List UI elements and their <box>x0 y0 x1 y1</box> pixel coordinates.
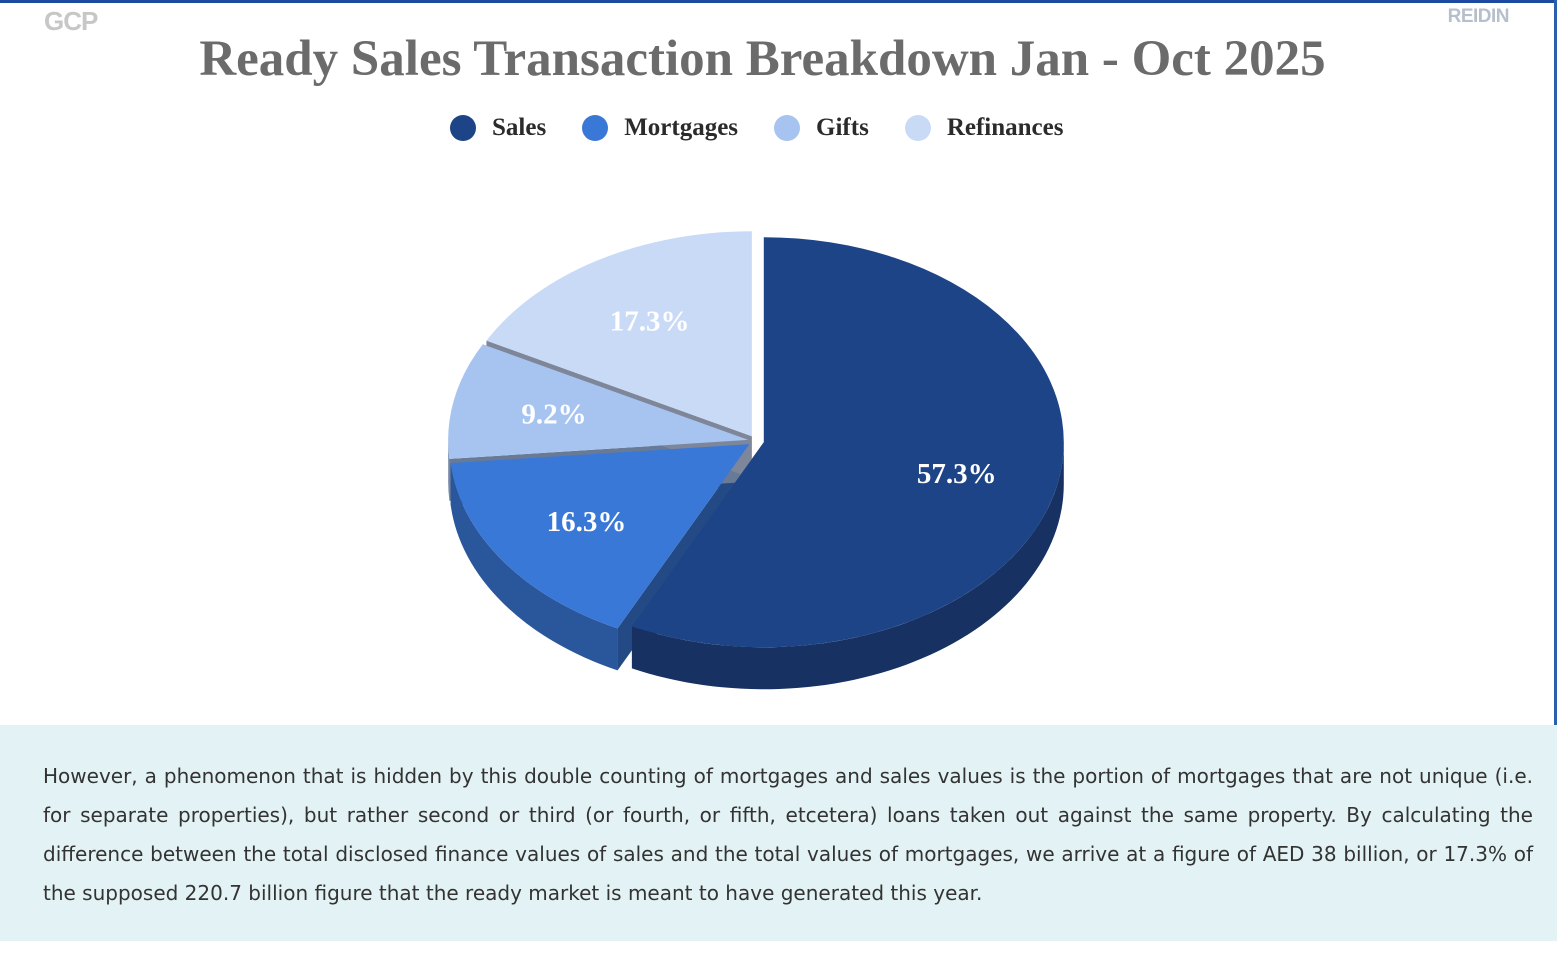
pie-label-group: 57.3% 16.3% 9.2% 17.3% <box>521 305 996 538</box>
legend-item-sales: Sales <box>450 114 546 142</box>
chart-title: Ready Sales Transaction Breakdown Jan - … <box>199 31 1326 87</box>
commentary-text: However, a phenomenon that is hidden by … <box>43 764 1533 905</box>
legend-swatch-gifts <box>774 115 801 141</box>
chart-legend: Sales Mortgages Gifts Refinances <box>450 110 1099 146</box>
pie-slice-gifts <box>448 344 749 459</box>
legend-label-mortgages: Mortgages <box>624 114 739 141</box>
legend-label-refinances: Refinances <box>946 114 1064 141</box>
legend-item-mortgages: Mortgages <box>582 114 738 142</box>
legend-label-sales: Sales <box>492 114 547 141</box>
commentary-panel: However, a phenomenon that is hidden by … <box>0 725 1557 941</box>
legend-swatch-refinances <box>904 115 931 141</box>
pie-label-refinances: 17.3% <box>610 305 690 337</box>
pie-label-gifts: 9.2% <box>521 399 586 431</box>
reidin-logo: REIDIN <box>1447 6 1510 27</box>
pie-rim-mortgages <box>450 463 618 671</box>
legend-swatch-sales <box>450 115 476 141</box>
pie-slice-refinances <box>486 231 752 437</box>
gcp-logo: GCP <box>44 6 98 36</box>
pie-label-sales: 57.3% <box>917 458 997 490</box>
legend-item-gifts: Gifts <box>774 114 869 142</box>
top-accent-rule <box>0 0 1557 3</box>
pie-slice-sales <box>631 237 1064 648</box>
legend-label-gifts: Gifts <box>816 114 869 141</box>
pie-label-mortgages: 16.3% <box>547 506 627 538</box>
pie-rim-gifts <box>448 439 450 501</box>
pie-chart: 57.3% 16.3% 9.2% 17.3% <box>448 231 1064 690</box>
pie-top-group <box>448 231 1064 648</box>
right-accent-rule <box>1554 0 1557 725</box>
legend-item-refinances: Refinances <box>904 114 1064 142</box>
pie-rim-sales <box>631 442 1064 690</box>
legend-swatch-mortgages <box>582 115 609 141</box>
pie-slice-mortgages <box>450 444 750 629</box>
